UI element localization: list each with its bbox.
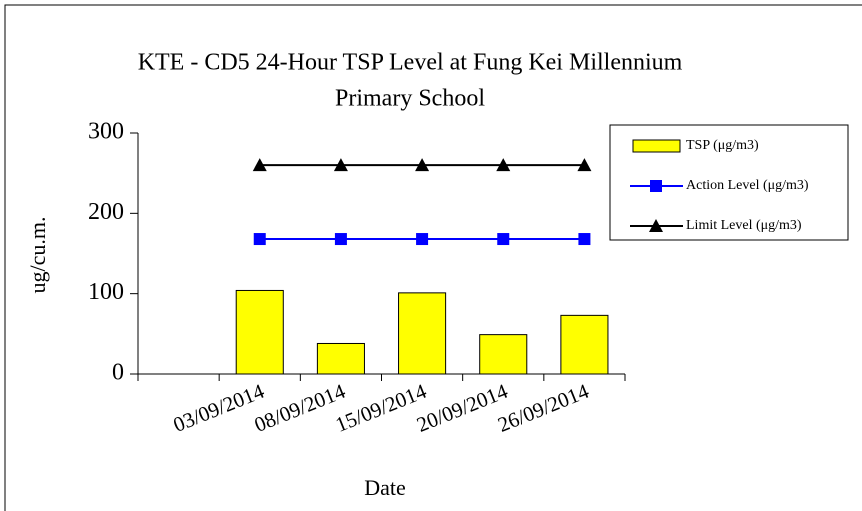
chart-frame — [4, 4, 862, 511]
legend-label: Action Level (μg/m3) — [686, 178, 809, 193]
marker — [649, 219, 663, 232]
bar — [479, 334, 528, 375]
legend-label: TSP (μg/m3) — [686, 138, 759, 153]
marker — [415, 158, 430, 172]
bar — [560, 314, 609, 375]
marker — [650, 180, 662, 192]
y-tick-label: 300 — [88, 119, 124, 145]
chart-title: Primary School — [335, 86, 485, 112]
marker — [496, 158, 511, 172]
marker — [253, 233, 266, 246]
y-tick-label: 0 — [112, 360, 124, 386]
bar — [316, 342, 365, 375]
y-tick-label: 200 — [88, 199, 124, 225]
marker — [497, 233, 510, 246]
bar — [235, 289, 284, 375]
marker — [416, 233, 429, 246]
y-axis-label: ug/cu.m. — [25, 217, 50, 294]
marker — [334, 233, 347, 246]
x-axis-label: Date — [364, 475, 406, 500]
y-tick-label: 100 — [88, 279, 124, 305]
marker — [252, 158, 267, 172]
legend-label: Limit Level (μg/m3) — [686, 218, 802, 233]
marker — [577, 158, 592, 172]
marker — [333, 158, 348, 172]
chart-title: KTE - CD5 24-Hour TSP Level at Fung Kei … — [138, 50, 683, 76]
marker — [578, 233, 591, 246]
legend-swatch — [632, 139, 681, 153]
bar — [398, 292, 447, 375]
